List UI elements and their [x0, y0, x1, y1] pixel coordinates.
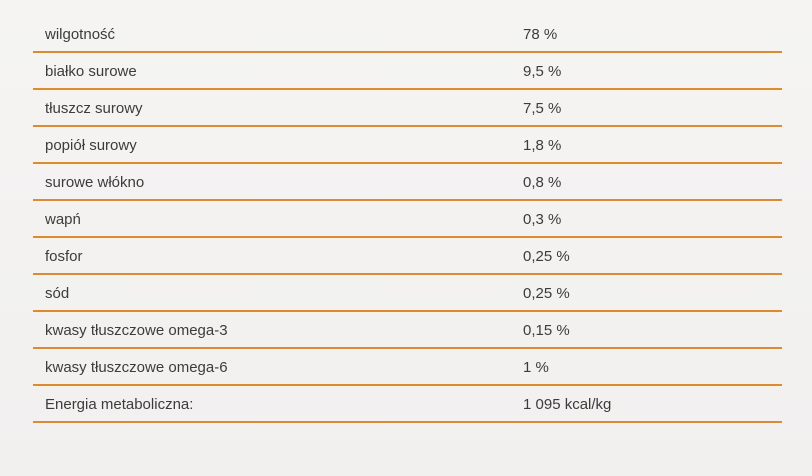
table-row: wilgotność 78 % — [33, 16, 782, 53]
row-label: białko surowe — [45, 62, 137, 80]
table-row: sód 0,25 % — [33, 275, 782, 312]
table-row: popiół surowy 1,8 % — [33, 127, 782, 164]
row-value: 7,5 % — [523, 99, 562, 117]
table-row: tłuszcz surowy 7,5 % — [33, 90, 782, 127]
row-label: kwasy tłuszczowe omega-6 — [45, 358, 228, 376]
table-row: kwasy tłuszczowe omega-6 1 % — [33, 349, 782, 386]
row-value: 9,5 % — [523, 62, 562, 80]
row-label: wapń — [45, 210, 81, 228]
row-label: fosfor — [45, 247, 83, 265]
table-row: kwasy tłuszczowe omega-3 0,15 % — [33, 312, 782, 349]
row-label: popiół surowy — [45, 136, 137, 154]
row-value: 78 % — [523, 25, 558, 43]
table-row: białko surowe 9,5 % — [33, 53, 782, 90]
row-label: surowe włókno — [45, 173, 145, 191]
row-label: sód — [45, 284, 70, 302]
row-value: 1 % — [523, 358, 549, 376]
row-value: 1,8 % — [523, 136, 562, 154]
table-row: surowe włókno 0,8 % — [33, 164, 782, 201]
row-label: wilgotność — [45, 25, 116, 43]
row-label: tłuszcz surowy — [45, 99, 143, 117]
row-label: kwasy tłuszczowe omega-3 — [45, 321, 228, 339]
row-value: 0,15 % — [523, 321, 570, 339]
row-value: 0,3 % — [523, 210, 562, 228]
table-row: Energia metaboliczna: 1 095 kcal/kg — [33, 386, 782, 423]
row-value: 0,25 % — [523, 247, 570, 265]
table-row: fosfor 0,25 % — [33, 238, 782, 275]
row-value: 0,25 % — [523, 284, 570, 302]
row-value: 1 095 kcal/kg — [523, 395, 612, 413]
table-row: wapń 0,3 % — [33, 201, 782, 238]
nutrition-table: wilgotność 78 % białko surowe 9,5 % tłuszcz … — [33, 16, 782, 423]
row-label: Energia metaboliczna: — [45, 395, 194, 413]
row-value: 0,8 % — [523, 173, 562, 191]
